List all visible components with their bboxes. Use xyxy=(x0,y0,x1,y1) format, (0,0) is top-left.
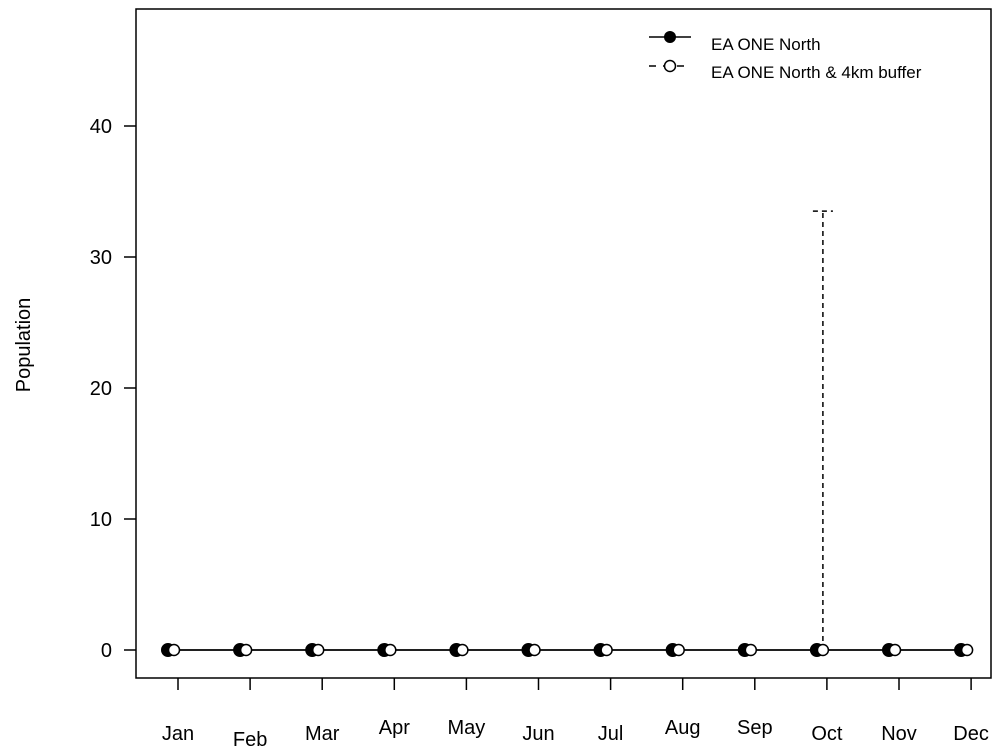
point-ea-one-north-buffer xyxy=(456,643,469,657)
x-tick-label: Jul xyxy=(598,723,624,745)
x-tick-label: Mar xyxy=(305,723,340,745)
x-tick-label: Dec xyxy=(953,723,989,745)
x-tick-label: Apr xyxy=(379,717,410,739)
legend-marker-filled xyxy=(664,31,676,43)
y-axis-title: Population xyxy=(13,298,35,393)
x-tick-label: May xyxy=(448,717,486,739)
y-axis: 0 10 20 30 40 xyxy=(90,116,136,662)
x-axis: Jan Feb Mar Apr May Jun Jul Aug Sep Oct Nov Dec xyxy=(162,678,989,749)
y-tick-label: 40 xyxy=(90,116,112,138)
point-ea-one-north-buffer xyxy=(239,643,253,657)
point-ea-one-north-buffer xyxy=(816,643,830,657)
point-ea-one-north-buffer xyxy=(167,643,181,657)
y-tick-label: 20 xyxy=(90,378,112,400)
x-tick-label: Aug xyxy=(665,717,701,739)
point-ea-one-north-buffer xyxy=(600,643,613,657)
y-tick-label: 30 xyxy=(90,247,112,269)
x-tick-label: Nov xyxy=(881,723,917,745)
x-tick-label: Jan xyxy=(162,723,194,745)
x-tick-label: Jun xyxy=(522,723,554,745)
x-tick-label: Feb xyxy=(233,729,267,749)
series-layer xyxy=(161,210,974,657)
legend-label: EA ONE North & 4km buffer xyxy=(711,63,922,82)
y-tick-label: 0 xyxy=(101,640,112,662)
x-tick-label: Oct xyxy=(811,723,843,745)
point-ea-one-north-buffer xyxy=(311,643,325,657)
point-ea-one-north-buffer xyxy=(888,643,902,657)
legend-marker-open xyxy=(663,59,677,73)
x-tick-label: Sep xyxy=(737,717,773,739)
y-tick-label: 10 xyxy=(90,509,112,531)
plot-frame xyxy=(135,8,992,679)
point-ea-one-north-buffer xyxy=(960,643,974,657)
point-ea-one-north-buffer xyxy=(744,643,758,657)
point-ea-one-north-buffer xyxy=(528,643,541,657)
legend: EA ONE North EA ONE North & 4km buffer xyxy=(649,31,922,82)
legend-label: EA ONE North xyxy=(711,35,821,54)
point-ea-one-north-buffer xyxy=(672,643,685,657)
point-ea-one-north-buffer xyxy=(384,643,397,657)
